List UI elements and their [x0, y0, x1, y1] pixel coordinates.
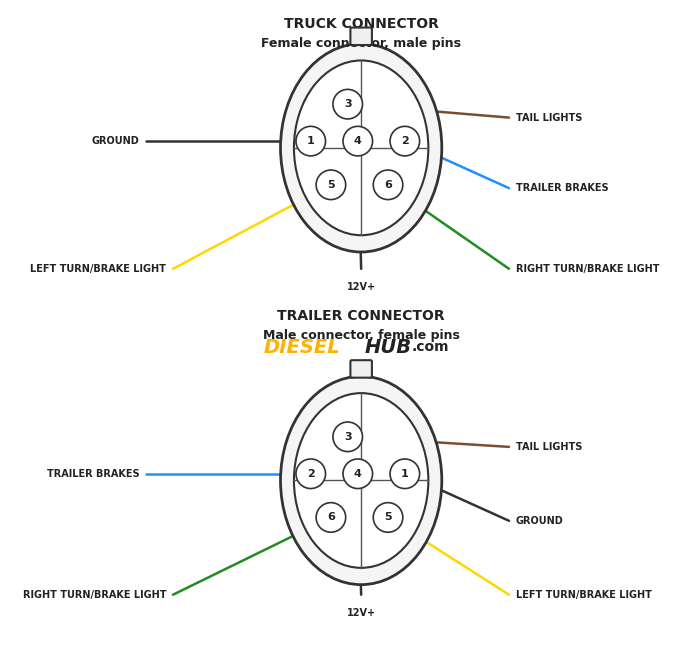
Text: 1: 1 [307, 136, 314, 146]
Text: 12V+: 12V+ [346, 608, 376, 618]
Ellipse shape [294, 393, 428, 568]
Circle shape [296, 126, 326, 156]
FancyBboxPatch shape [351, 28, 372, 45]
Text: HUB: HUB [365, 338, 412, 357]
Circle shape [343, 126, 372, 156]
Circle shape [390, 459, 419, 489]
Circle shape [316, 503, 346, 532]
Text: LEFT TURN/BRAKE LIGHT: LEFT TURN/BRAKE LIGHT [516, 590, 652, 599]
Text: 12V+: 12V+ [346, 282, 376, 292]
Text: TRAILER BRAKES: TRAILER BRAKES [47, 469, 139, 478]
Ellipse shape [281, 376, 442, 585]
Text: .com: .com [412, 341, 449, 354]
FancyBboxPatch shape [351, 360, 372, 378]
Text: RIGHT TURN/BRAKE LIGHT: RIGHT TURN/BRAKE LIGHT [23, 590, 167, 599]
Text: 5: 5 [384, 513, 392, 522]
Text: 4: 4 [354, 469, 362, 478]
Text: TRUCK CONNECTOR: TRUCK CONNECTOR [284, 17, 439, 30]
Text: Male connector, female pins: Male connector, female pins [262, 329, 460, 343]
Text: Female connector, male pins: Female connector, male pins [261, 37, 461, 50]
Circle shape [390, 126, 419, 156]
Text: 4: 4 [354, 136, 362, 146]
Text: TAIL LIGHTS: TAIL LIGHTS [516, 442, 582, 452]
Text: 2: 2 [307, 469, 314, 478]
Circle shape [333, 89, 363, 119]
Circle shape [316, 170, 346, 200]
Text: GROUND: GROUND [92, 136, 139, 146]
Text: TAIL LIGHTS: TAIL LIGHTS [516, 113, 582, 122]
Text: 6: 6 [384, 180, 392, 190]
Circle shape [343, 459, 372, 489]
Text: 1: 1 [401, 469, 409, 478]
Text: 5: 5 [327, 180, 335, 190]
Ellipse shape [294, 60, 428, 235]
Text: RIGHT TURN/BRAKE LIGHT: RIGHT TURN/BRAKE LIGHT [516, 264, 659, 274]
Circle shape [373, 170, 402, 200]
Circle shape [296, 459, 326, 489]
Circle shape [333, 422, 363, 452]
Text: 3: 3 [344, 432, 351, 442]
Circle shape [373, 503, 402, 532]
Text: 3: 3 [344, 99, 351, 109]
Text: DIESEL: DIESEL [264, 338, 340, 357]
Text: 6: 6 [327, 513, 335, 522]
Ellipse shape [281, 44, 442, 252]
Text: TRAILER CONNECTOR: TRAILER CONNECTOR [277, 309, 445, 323]
Text: TRAILER BRAKES: TRAILER BRAKES [516, 183, 608, 193]
Text: 2: 2 [401, 136, 409, 146]
Text: LEFT TURN/BRAKE LIGHT: LEFT TURN/BRAKE LIGHT [30, 264, 167, 274]
Text: GROUND: GROUND [516, 516, 564, 526]
